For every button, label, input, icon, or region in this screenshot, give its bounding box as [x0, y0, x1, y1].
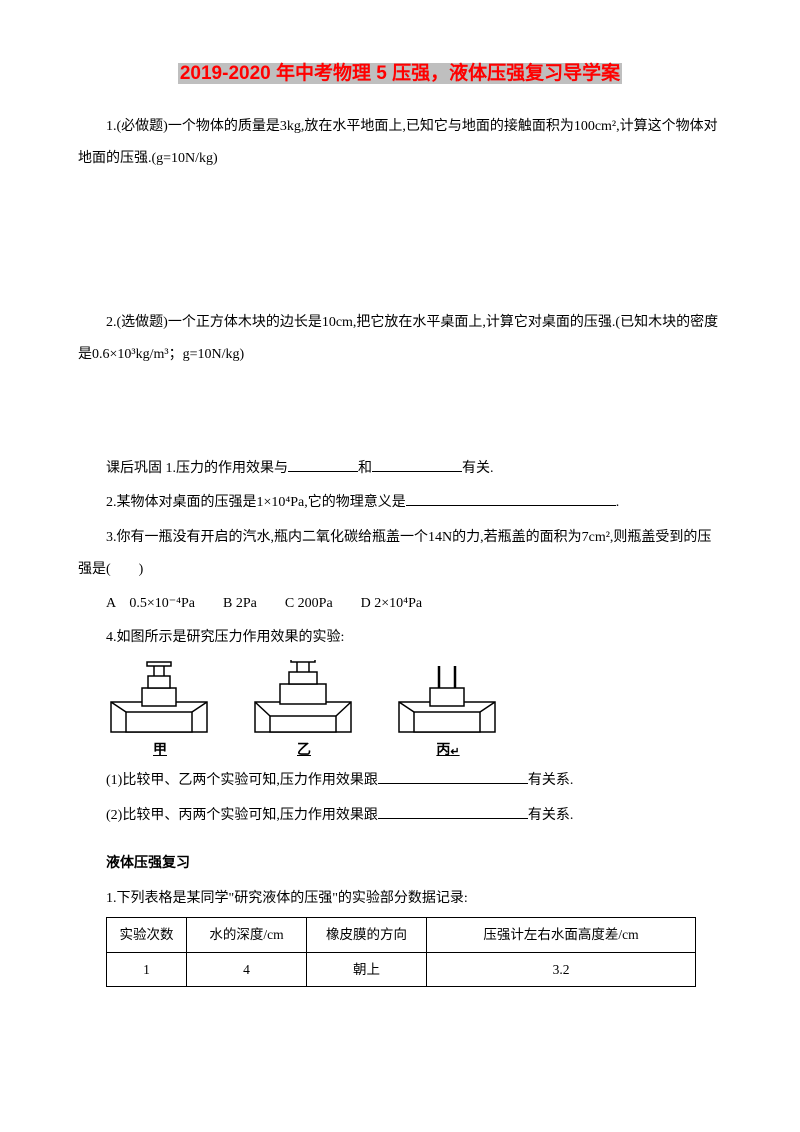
data-table: 实验次数 水的深度/cm 橡皮膜的方向 压强计左右水面高度差/cm 1 4 朝上…: [106, 917, 696, 987]
review-2: 2.某物体对桌面的压强是1×10⁴Pa,它的物理意义是.: [78, 487, 722, 519]
blank-2[interactable]: [372, 457, 462, 472]
section-liquid-pressure: 液体压强复习: [106, 852, 722, 873]
review-3-options: A 0.5×10⁻⁴Pa B 2Pa C 200Pa D 2×10⁴Pa: [78, 588, 722, 620]
review-3: 3.你有一瓶没有开启的汽水,瓶内二氧化碳给瓶盖一个14N的力,若瓶盖的面积为7c…: [78, 522, 722, 586]
blank-4[interactable]: [378, 769, 528, 784]
th-3: 橡皮膜的方向: [307, 917, 427, 952]
q4-2a: (2)比较甲、丙两个实验可知,压力作用效果跟: [106, 808, 378, 823]
blank-3[interactable]: [406, 491, 616, 506]
doc-title: 2019-2020 年中考物理 5 压强，液体压强复习导学案: [78, 60, 722, 89]
review-1-prefix: 课后巩固 1.压力的作用效果与: [106, 461, 288, 476]
diagram-jia: [106, 660, 214, 738]
table-row: 1 4 朝上 3.2: [107, 952, 696, 987]
q4-2b: 有关系.: [528, 808, 574, 823]
review-2a: 2.某物体对桌面的压强是1×10⁴Pa,它的物理意义是: [106, 495, 406, 510]
th-1: 实验次数: [107, 917, 187, 952]
label-jia: 甲: [106, 740, 214, 761]
question-2: 2.(选做题)一个正方体木块的边长是10cm,把它放在水平桌面上,计算它对桌面的…: [78, 307, 722, 371]
title-highlight: 2019-2020 年中考物理 5 压强，液体压强复习导学案: [178, 63, 622, 84]
label-yi: 乙: [250, 740, 358, 761]
td-1-3: 朝上: [307, 952, 427, 987]
q4-1a: (1)比较甲、乙两个实验可知,压力作用效果跟: [106, 773, 378, 788]
table-header-row: 实验次数 水的深度/cm 橡皮膜的方向 压强计左右水面高度差/cm: [107, 917, 696, 952]
td-1-1: 1: [107, 952, 187, 987]
question-1: 1.(必做题)一个物体的质量是3kg,放在水平地面上,已知它与地面的接触面积为1…: [78, 111, 722, 175]
diagram-row: [106, 660, 722, 738]
diagram-labels: 甲 乙 丙↵: [106, 740, 722, 761]
label-bing: 丙↵: [394, 740, 502, 761]
workspace-2: [78, 373, 722, 453]
review-1-suffix: 有关.: [462, 461, 494, 476]
review-4: 4.如图所示是研究压力作用效果的实验:: [78, 622, 722, 654]
q4-sub2: (2)比较甲、丙两个实验可知,压力作用效果跟 有关系.: [78, 800, 722, 832]
diagram-bing: [394, 660, 502, 738]
review-1: 课后巩固 1.压力的作用效果与 和 有关.: [78, 453, 722, 485]
blank-1[interactable]: [288, 457, 358, 472]
workspace-1: [78, 177, 722, 307]
td-1-2: 4: [187, 952, 307, 987]
td-1-4: 3.2: [427, 952, 696, 987]
diagram-yi: [250, 660, 358, 738]
th-4: 压强计左右水面高度差/cm: [427, 917, 696, 952]
review-1-mid: 和: [358, 461, 372, 476]
q4-1b: 有关系.: [528, 773, 574, 788]
s2-q1: 1.下列表格是某同学"研究液体的压强"的实验部分数据记录:: [78, 883, 722, 915]
review-2b: .: [616, 495, 620, 510]
q4-sub1: (1)比较甲、乙两个实验可知,压力作用效果跟 有关系.: [78, 765, 722, 797]
blank-5[interactable]: [378, 803, 528, 818]
th-2: 水的深度/cm: [187, 917, 307, 952]
